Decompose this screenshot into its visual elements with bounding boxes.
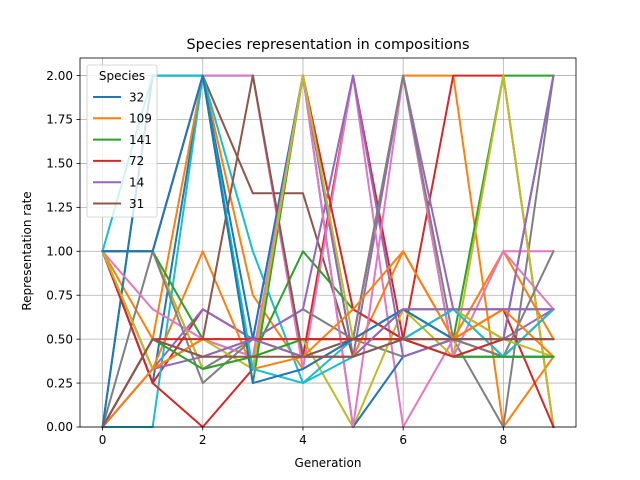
plot-frame — [79, 57, 577, 428]
x-tick-label: 8 — [500, 433, 508, 447]
x-tick-label: 4 — [299, 433, 307, 447]
y-axis: 0.00 0.25 0.50 0.75 1.00 1.25 1.50 1.75 2.00 — [46, 69, 80, 434]
legend-label-32: 32 — [129, 90, 144, 104]
chart-title: Species representation in compositions — [187, 37, 470, 53]
series-line-24 — [101, 338, 555, 429]
y-tick-label: 1.75 — [46, 113, 73, 127]
y-tick-label: 0.00 — [46, 420, 73, 434]
x-axis: 0 2 4 6 8 — [99, 427, 507, 447]
y-tick-label: 2.00 — [46, 69, 73, 83]
legend-box — [86, 64, 158, 218]
x-tick-label: 2 — [199, 433, 207, 447]
legend-label-72: 72 — [129, 154, 144, 168]
y-axis-label: Representation rate — [20, 191, 34, 310]
series-line-26 — [101, 338, 555, 429]
series-lines — [101, 74, 555, 429]
x-axis-label: Generation — [295, 456, 362, 470]
y-tick-label: 0.75 — [46, 288, 73, 302]
legend-label-31: 31 — [129, 197, 144, 211]
x-tick-label: 6 — [399, 433, 407, 447]
legend: Species 32 109 141 72 14 31 — [86, 64, 158, 218]
x-tick-label: 0 — [99, 433, 107, 447]
legend-label-109: 109 — [129, 112, 152, 126]
y-tick-label: 1.00 — [46, 244, 73, 258]
legend-label-141: 141 — [129, 133, 152, 147]
series-line-20 — [101, 74, 555, 385]
y-tick-label: 0.25 — [46, 376, 73, 390]
legend-title: Species — [99, 69, 145, 83]
y-tick-label: 0.50 — [46, 332, 73, 346]
y-tick-label: 1.50 — [46, 157, 73, 171]
legend-label-14: 14 — [129, 176, 144, 190]
series-line-17 — [101, 74, 555, 428]
y-tick-label: 1.25 — [46, 201, 73, 215]
